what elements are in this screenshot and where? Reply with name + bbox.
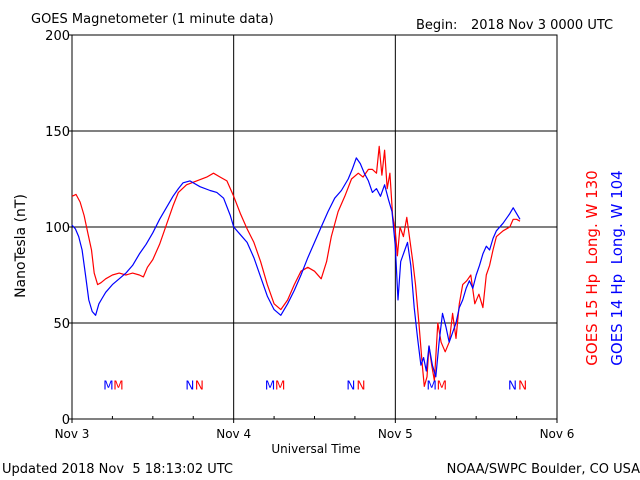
local-time-marker: N <box>508 378 517 392</box>
x-axis-label: Universal Time <box>271 442 360 456</box>
updated-timestamp: Updated 2018 Nov 5 18:13:02 UTC <box>2 462 233 477</box>
begin-value: 2018 Nov 3 0000 UTC <box>471 18 613 33</box>
local-time-marker: M <box>113 378 123 392</box>
series-goes14-line <box>71 157 521 378</box>
x-tick-label: Nov 3 <box>55 427 90 441</box>
series-layer <box>71 145 521 387</box>
local-time-marker: N <box>195 378 204 392</box>
local-time-marker: M <box>437 378 447 392</box>
y-tick-label: 200 <box>45 29 70 44</box>
local-time-marker: N <box>518 378 527 392</box>
local-time-marker: N <box>356 378 365 392</box>
local-time-marker: N <box>346 378 355 392</box>
local-time-marker: M <box>275 378 285 392</box>
local-time-marker: M <box>265 378 275 392</box>
local-time-marker: M <box>427 378 437 392</box>
chart-title: GOES Magnetometer (1 minute data) <box>31 12 274 27</box>
x-tick-label: Nov 6 <box>540 427 575 441</box>
legend-goes15: GOES 15 Hp Long. W 130 <box>583 170 601 365</box>
y-tick-label: 100 <box>45 221 70 236</box>
credit-text: NOAA/SWPC Boulder, CO USA <box>447 462 640 477</box>
y-tick-label: 150 <box>45 125 70 140</box>
legend-goes14: GOES 14 Hp Long. W 104 <box>608 170 626 365</box>
y-tick-label: 0 <box>62 413 70 428</box>
grid-lines <box>72 35 557 419</box>
series-goes15-line <box>71 145 521 387</box>
local-time-marker: M <box>103 378 113 392</box>
x-tick-label: Nov 4 <box>216 427 251 441</box>
local-time-marker: N <box>185 378 194 392</box>
y-axis-ticks: 0 50 100 150 200 <box>45 29 72 428</box>
x-axis-ticks: Nov 3 Nov 4 Nov 5 Nov 6 <box>55 416 575 441</box>
x-tick-label: Nov 5 <box>378 427 413 441</box>
y-axis-label: NanoTesla (nT) <box>13 194 29 298</box>
y-tick-label: 50 <box>53 317 70 332</box>
begin-label: Begin: <box>416 18 457 33</box>
